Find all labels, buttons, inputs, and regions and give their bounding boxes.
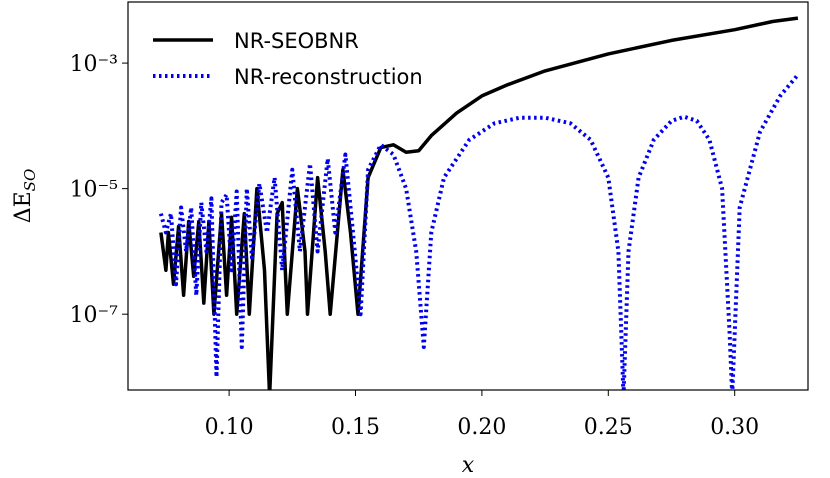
legend-label: NR-reconstruction [234,65,423,89]
x-tick-label: 0.10 [205,415,254,440]
y-tick-label: 10⁻⁵ [70,178,118,203]
y-axis-label: ΔESO [11,169,39,224]
x-tick-label: 0.25 [584,415,633,440]
y-tick-label: 10⁻⁷ [70,303,119,328]
axes-frame [127,1,809,391]
x-tick-label: 0.30 [710,415,759,440]
plot-area [158,16,800,390]
series-line [158,73,800,390]
y-tick-label: 10⁻³ [70,52,118,77]
x-tick-label: 0.20 [457,415,506,440]
legend-label: NR-SEOBNR [234,29,359,53]
x-axis-label: x [462,453,475,478]
x-tick-label: 0.15 [331,415,380,440]
